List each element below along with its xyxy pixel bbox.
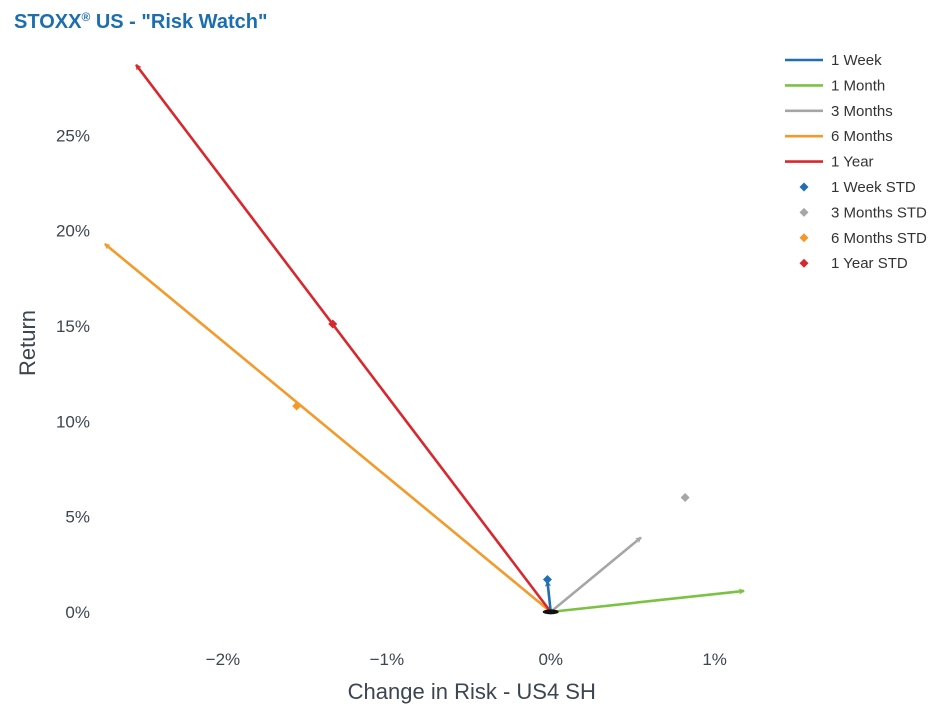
legend-item-6-months-std[interactable]: 6 Months STD bbox=[799, 230, 928, 247]
legend-swatch-1-week-std bbox=[799, 182, 809, 192]
legend-item-1-week-std[interactable]: 1 Week STD bbox=[799, 179, 916, 196]
legend-label-1-week-std: 1 Week STD bbox=[831, 179, 916, 196]
series-line-1-week bbox=[547, 581, 553, 613]
point-1-year-std[interactable] bbox=[328, 319, 338, 329]
legend-item-1-year-std[interactable]: 1 Year STD bbox=[799, 255, 908, 272]
legend-label-1-week: 1 Week bbox=[831, 52, 882, 69]
point-1-week-std[interactable] bbox=[542, 574, 552, 584]
legend-item-3-months-std[interactable]: 3 Months STD bbox=[799, 204, 928, 221]
point-6-months-std[interactable] bbox=[292, 401, 302, 411]
legend-label-1-month: 1 Month bbox=[831, 77, 885, 94]
point-3-months-std[interactable] bbox=[680, 493, 690, 502]
legend-swatch-1-year-std bbox=[799, 258, 809, 268]
y-tick-label: 20% bbox=[56, 222, 90, 241]
legend-item-6-months[interactable]: 6 Months bbox=[785, 128, 893, 145]
series-line-6-months bbox=[105, 242, 552, 613]
origin-layer bbox=[542, 609, 559, 615]
title-text: STOXX bbox=[14, 11, 82, 33]
title-rest: US - "Risk Watch" bbox=[90, 11, 268, 33]
x-tick-label: 0% bbox=[538, 650, 563, 669]
y-axis-title: Return bbox=[15, 310, 40, 376]
marker-layer bbox=[292, 319, 690, 584]
registered-mark: ® bbox=[81, 10, 91, 24]
series-line-1-month bbox=[550, 591, 744, 614]
legend-swatch-6-months-std bbox=[799, 233, 809, 243]
series-line-3-months bbox=[549, 536, 641, 613]
y-tick-label: 5% bbox=[65, 508, 90, 527]
x-axis-ticks: −2% −1% 0% 1% bbox=[206, 650, 727, 669]
legend-item-1-year[interactable]: 1 Year bbox=[785, 154, 874, 171]
series-line-1-year bbox=[135, 65, 552, 613]
legend-item-3-months[interactable]: 3 Months bbox=[785, 103, 893, 120]
x-tick-label: −2% bbox=[206, 650, 241, 669]
legend: 1 Week 1 Month 3 Months 6 Months 1 Year 1 Wee… bbox=[785, 52, 927, 272]
legend-label-6-months-std: 6 Months STD bbox=[831, 230, 927, 247]
series-layer bbox=[105, 65, 744, 614]
y-tick-label: 15% bbox=[56, 317, 90, 336]
legend-item-1-week[interactable]: 1 Week bbox=[785, 52, 882, 69]
legend-label-1-year-std: 1 Year STD bbox=[831, 255, 908, 272]
legend-swatch-3-months-std bbox=[799, 207, 809, 217]
chart-title: STOXX® US - "Risk Watch" bbox=[14, 10, 267, 34]
legend-label-3-months: 3 Months bbox=[831, 103, 893, 120]
y-tick-label: 10% bbox=[56, 412, 90, 431]
x-tick-label: −1% bbox=[370, 650, 405, 669]
legend-label-1-year: 1 Year bbox=[831, 154, 874, 171]
legend-label-6-months: 6 Months bbox=[831, 128, 893, 145]
x-axis-title: Change in Risk - US4 SH bbox=[348, 679, 596, 704]
y-axis-ticks: 0% 5% 10% 15% 20% 25% bbox=[56, 126, 90, 622]
y-tick-label: 25% bbox=[56, 126, 90, 145]
legend-label-3-months-std: 3 Months STD bbox=[831, 204, 927, 221]
x-tick-label: 1% bbox=[702, 650, 727, 669]
legend-item-1-month[interactable]: 1 Month bbox=[785, 77, 885, 94]
y-tick-label: 0% bbox=[65, 603, 90, 622]
origin-point bbox=[542, 609, 559, 615]
